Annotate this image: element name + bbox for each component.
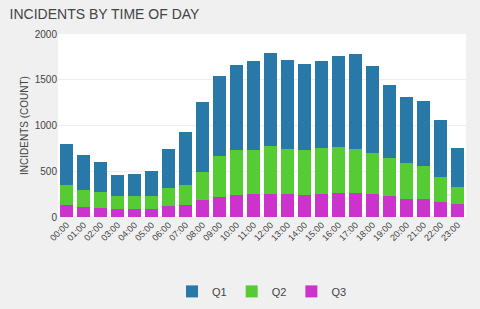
svg-text:03:00: 03:00 (99, 220, 122, 243)
svg-text:Q2: Q2 (272, 286, 287, 298)
svg-text:17:00: 17:00 (337, 220, 360, 243)
svg-text:20:00: 20:00 (388, 220, 411, 243)
svg-text:INCIDENTS BY TIME OF DAY: INCIDENTS BY TIME OF DAY (10, 6, 200, 22)
svg-text:14:00: 14:00 (286, 220, 309, 243)
svg-text:02:00: 02:00 (82, 220, 105, 243)
svg-text:07:00: 07:00 (167, 220, 190, 243)
svg-text:2000: 2000 (35, 29, 58, 40)
svg-text:Q1: Q1 (212, 286, 227, 298)
svg-text:12:00: 12:00 (252, 220, 275, 243)
svg-text:04:00: 04:00 (116, 220, 139, 243)
svg-text:13:00: 13:00 (269, 220, 292, 243)
svg-text:10:00: 10:00 (218, 220, 241, 243)
svg-text:22:00: 22:00 (422, 220, 445, 243)
svg-text:06:00: 06:00 (150, 220, 173, 243)
svg-text:21:00: 21:00 (405, 220, 428, 243)
svg-text:23:00: 23:00 (439, 220, 462, 243)
svg-text:Q3: Q3 (331, 286, 346, 298)
svg-text:INCIDENTS (COUNT): INCIDENTS (COUNT) (19, 76, 30, 175)
svg-text:11:00: 11:00 (236, 220, 259, 243)
svg-text:1000: 1000 (35, 120, 58, 131)
svg-text:00:00: 00:00 (48, 220, 71, 243)
svg-text:15:00: 15:00 (303, 220, 326, 243)
svg-text:05:00: 05:00 (133, 220, 156, 243)
svg-text:16:00: 16:00 (320, 220, 343, 243)
svg-text:18:00: 18:00 (354, 220, 377, 243)
svg-text:09:00: 09:00 (201, 220, 224, 243)
svg-text:19:00: 19:00 (371, 220, 394, 243)
svg-text:08:00: 08:00 (184, 220, 207, 243)
svg-text:01:00: 01:00 (65, 220, 88, 243)
svg-text:500: 500 (40, 166, 57, 177)
svg-text:0: 0 (51, 212, 57, 223)
svg-text:1500: 1500 (35, 74, 58, 85)
